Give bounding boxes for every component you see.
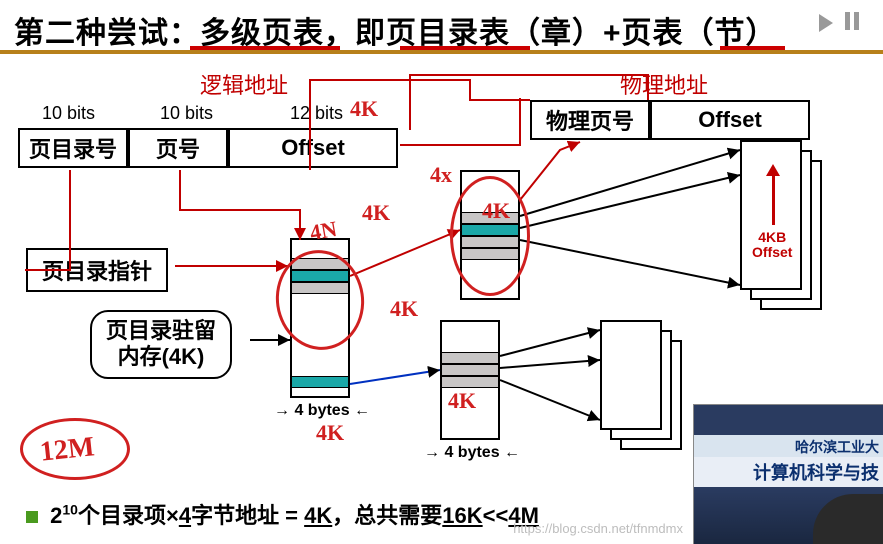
pt-bytes-text: 4 bytes bbox=[444, 444, 499, 461]
bullet-icon bbox=[26, 511, 38, 523]
logical-cell-page: 页号 bbox=[128, 128, 228, 168]
phys-cell-frame-label: 物理页号 bbox=[546, 104, 634, 136]
phys-cell-frame: 物理页号 bbox=[530, 100, 650, 140]
equation: 210个目录项×4字节地址 = 4K，总共需要16K<<4M bbox=[26, 498, 539, 530]
hand-4k-5: 4K bbox=[448, 388, 476, 414]
logical-cell-page-label: 页号 bbox=[156, 132, 200, 164]
title-prefix: 第二种尝试： bbox=[14, 17, 200, 50]
dir-bytes-label: → 4 bytes ← bbox=[274, 402, 370, 420]
hand-4k-6: 4K bbox=[316, 420, 344, 446]
hand-circle-pt bbox=[450, 176, 530, 296]
eq-base: 2 bbox=[50, 503, 62, 528]
watermark: https://blog.csdn.net/tfnmdmx bbox=[513, 521, 683, 536]
offset-label: 4KB Offset bbox=[752, 230, 792, 261]
offset-4kb: 4KB bbox=[758, 229, 786, 245]
page-table-lower bbox=[440, 320, 500, 440]
hand-4k-4: 4K bbox=[390, 296, 418, 322]
eq-16k: 16K bbox=[442, 503, 482, 528]
dir-bytes-text: 4 bytes bbox=[294, 402, 349, 419]
webcam-inset: 哈尔滨工业大 计算机科学与技 bbox=[693, 404, 883, 544]
underline-2 bbox=[400, 46, 530, 50]
bits-0: 10 bits bbox=[42, 103, 95, 124]
logical-cell-offset: Offset bbox=[228, 128, 398, 168]
logical-address-label: 逻辑地址 bbox=[200, 68, 288, 100]
page-dir-pointer-box: 页目录指针 bbox=[26, 248, 168, 292]
page-dir-mem-box: 页目录驻留 内存(4K) bbox=[90, 310, 232, 379]
bits-1: 10 bits bbox=[160, 103, 213, 124]
mem-box-line2: 内存(4K) bbox=[106, 344, 216, 370]
logical-cell-dir-label: 页目录号 bbox=[29, 132, 117, 164]
eq-lt: << bbox=[483, 503, 509, 528]
phys-cell-offset-label: Offset bbox=[698, 107, 762, 133]
pt-bytes-label: → 4 bytes ← bbox=[424, 444, 520, 462]
logical-cell-dir: 页目录号 bbox=[18, 128, 128, 168]
slide-title: 第二种尝试：多级页表，即页目录表（章）+页表（节） bbox=[14, 8, 777, 52]
hand-4k-1: 4K bbox=[350, 96, 378, 122]
bits-2: 12 bits bbox=[290, 103, 343, 124]
eq-d: 字节地址 = bbox=[191, 503, 304, 528]
eq-ra: ，总共需要 bbox=[332, 503, 442, 528]
eq-4k: 4K bbox=[304, 503, 332, 528]
underline-1 bbox=[190, 46, 340, 50]
physical-address-label: 物理地址 bbox=[620, 68, 708, 100]
eq-b: 个目录项× bbox=[78, 503, 179, 528]
webcam-line1: 哈尔滨工业大 bbox=[694, 435, 883, 459]
offset-text: Offset bbox=[752, 244, 792, 260]
mem-box-line1: 页目录驻留 bbox=[106, 318, 216, 344]
phys-cell-offset: Offset bbox=[650, 100, 810, 140]
hand-4x: 4x bbox=[430, 162, 452, 188]
hand-4n: 4N bbox=[308, 216, 339, 246]
hand-12m: 12M bbox=[38, 431, 95, 469]
hand-circle-dir bbox=[269, 244, 370, 355]
hand-4k-2: 4K bbox=[362, 200, 390, 226]
title-rule bbox=[0, 50, 883, 54]
underline-3 bbox=[720, 46, 785, 50]
eq-exp: 10 bbox=[62, 502, 78, 518]
offset-arrow-line bbox=[772, 170, 775, 225]
webcam-line2: 计算机科学与技 bbox=[694, 457, 883, 487]
play-icon[interactable] bbox=[819, 14, 833, 32]
eq-4: 4 bbox=[179, 503, 191, 528]
webcam-person bbox=[813, 494, 883, 544]
offset-arrowhead bbox=[766, 164, 780, 176]
logical-cell-offset-label: Offset bbox=[281, 135, 345, 161]
pause-icon[interactable] bbox=[845, 12, 861, 30]
